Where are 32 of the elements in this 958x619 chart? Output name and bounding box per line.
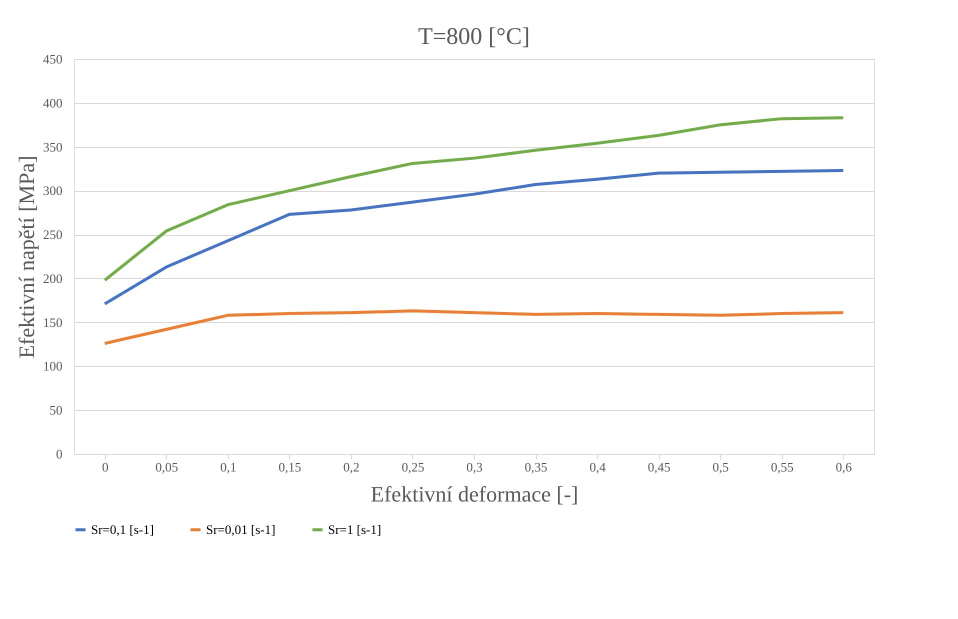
- legend-label: Sr=0,1 [s-1]: [91, 522, 154, 537]
- y-tick-label: 0: [56, 446, 62, 462]
- x-tick-label: 0,3: [466, 460, 483, 474]
- x-tick-label: 0,15: [278, 460, 302, 474]
- line-series: [103, 309, 845, 345]
- y-tick-label: 250: [43, 227, 62, 242]
- x-axis-title: Efektivní deformace [-]: [370, 482, 578, 506]
- y-tick-label: 50: [50, 402, 62, 418]
- y-tick-label: 450: [43, 52, 62, 66]
- x-tick-label: 0: [102, 460, 109, 474]
- chart-title: T=800 [°C]: [418, 24, 530, 50]
- x-tick-label: 0,1: [220, 460, 236, 474]
- x-tick-label: 0,25: [402, 460, 424, 474]
- x-tick-label: 0,35: [524, 460, 548, 474]
- x-tick-label: 0,2: [343, 460, 360, 474]
- legend-label: Sr=1 [s-1]: [328, 522, 382, 537]
- x-tick-label: 0,5: [712, 460, 729, 474]
- legend-label: Sr=0,01 [s-1]: [206, 522, 276, 537]
- x-tick-label: 0,55: [770, 460, 794, 474]
- line-series: [103, 116, 845, 282]
- y-tick-label: 150: [43, 314, 62, 330]
- y-tick-label: 400: [43, 95, 62, 110]
- line-series: [103, 168, 845, 306]
- x-tick-label: 0,45: [648, 460, 670, 474]
- y-tick-label: 100: [43, 358, 62, 374]
- x-tick-label: 0,05: [155, 460, 178, 474]
- y-tick-label: 200: [43, 270, 62, 286]
- y-tick-label: 350: [43, 139, 62, 154]
- x-tick-label: 0,4: [589, 460, 606, 474]
- x-tick-label: 0,6: [836, 460, 852, 474]
- y-axis-title: Efektivní napětí [MPa]: [14, 156, 39, 358]
- y-tick-label: 300: [43, 183, 62, 198]
